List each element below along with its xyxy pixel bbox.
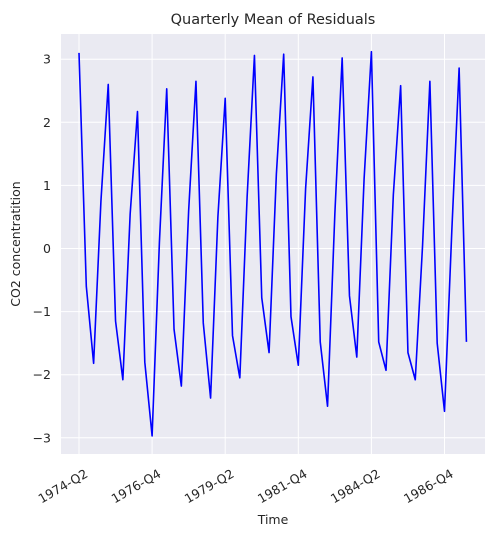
x-axis-label: Time bbox=[257, 512, 289, 527]
series-line bbox=[78, 50, 468, 437]
x-tick-label: 1984-Q2 bbox=[328, 466, 383, 506]
series-group bbox=[78, 50, 468, 437]
y-axis-label: CO2 concentratition bbox=[8, 181, 23, 306]
y-tick-label: −3 bbox=[33, 430, 51, 445]
x-tick-label: 1986-Q4 bbox=[401, 466, 456, 506]
x-tick-label: 1979-Q2 bbox=[182, 466, 237, 506]
x-tick-label: 1976-Q4 bbox=[109, 466, 164, 506]
x-tick-label: 1974-Q2 bbox=[36, 466, 91, 506]
y-tick-label: −1 bbox=[33, 304, 51, 319]
y-tick-label: −2 bbox=[33, 367, 51, 382]
y-tick-label: 2 bbox=[43, 115, 51, 130]
y-tick-label: 3 bbox=[43, 52, 51, 67]
x-tick-label: 1981-Q4 bbox=[255, 466, 310, 506]
y-tick-label: 1 bbox=[43, 178, 51, 193]
chart-title: Quarterly Mean of Residuals bbox=[171, 12, 376, 28]
y-tick-label: 0 bbox=[43, 241, 51, 256]
